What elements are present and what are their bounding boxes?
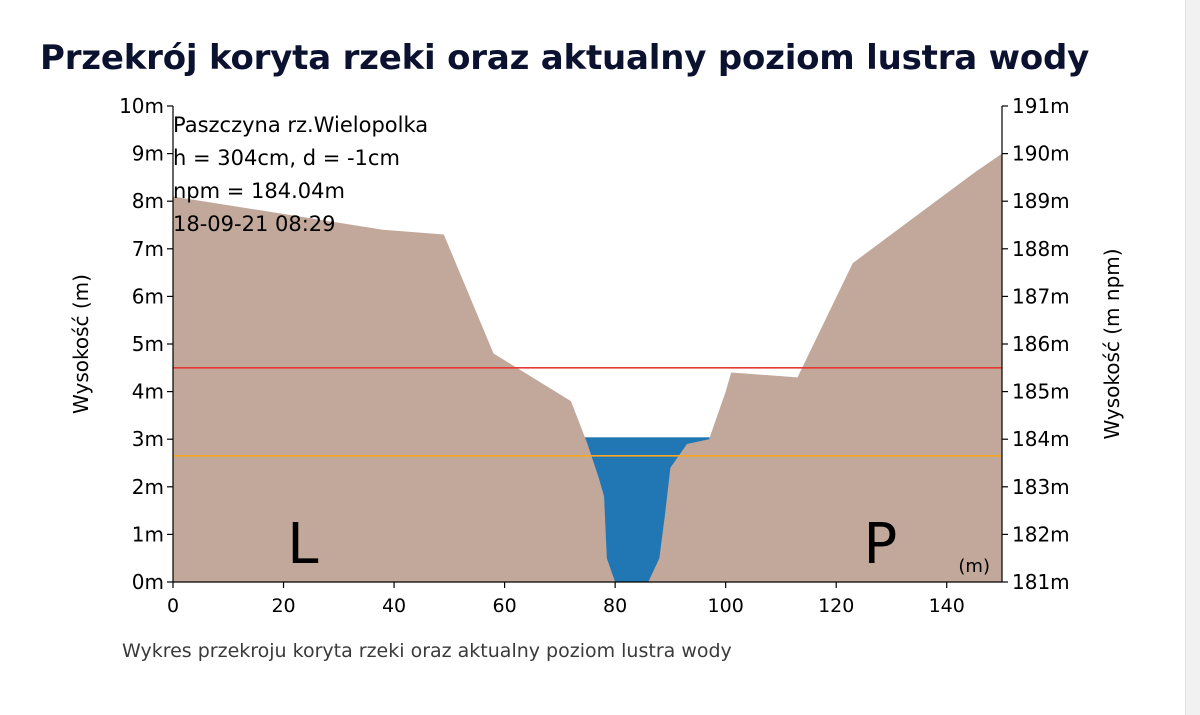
vertical-scrollbar[interactable]	[1185, 0, 1200, 715]
y-right-tick-label: 184m	[1012, 427, 1070, 451]
y-left-tick-label: 5m	[132, 332, 164, 356]
right-bank-label: P	[864, 512, 898, 577]
x-tick-label: 140	[929, 595, 965, 617]
y-right-tick-label: 186m	[1012, 332, 1070, 356]
x-tick-label: 20	[271, 595, 295, 617]
y-left-tick-label: 10m	[119, 94, 164, 118]
y-left-tick-label: 4m	[132, 380, 164, 404]
y-left-tick-label: 2m	[132, 475, 164, 499]
river-cross-section-chart: 0m 1m 2m 3m 4m 5m 6m 7m 8m 9m 10m 181m 182m 183m 184m 1…	[69, 94, 1124, 617]
info-datetime: 18-09-21 08:29	[173, 212, 336, 236]
y-left-tick-label: 9m	[132, 142, 164, 166]
x-tick-label: 0	[167, 595, 179, 617]
y-left-tick-label: 8m	[132, 189, 164, 213]
x-tick-label: 120	[818, 595, 854, 617]
y-right-tick-label: 181m	[1012, 570, 1070, 594]
y-right-tick-label: 189m	[1012, 189, 1070, 213]
y-left-tick-label: 6m	[132, 284, 164, 308]
x-tick-label: 40	[382, 595, 406, 617]
x-tick-label: 100	[708, 595, 744, 617]
y-right-tick-label: 188m	[1012, 237, 1070, 261]
info-level-line: h = 304cm, d = -1cm	[173, 146, 400, 170]
info-npm-line: npm = 184.04m	[173, 179, 345, 203]
y-left-tick-label: 3m	[132, 427, 164, 451]
left-bank-label: L	[287, 512, 318, 577]
x-tick-label: 80	[603, 595, 627, 617]
y-left-tick-label: 7m	[132, 237, 164, 261]
y-right-tick-label: 187m	[1012, 284, 1070, 308]
y-right-tick-label: 183m	[1012, 475, 1070, 499]
riverbed-profile	[173, 153, 1002, 582]
info-station: Paszczyna rz.Wielopolka	[173, 113, 428, 137]
page-title: Przekrój koryta rzeki oraz aktualny pozi…	[40, 38, 1090, 78]
y-left-tick-label: 0m	[132, 570, 164, 594]
y-axis-right-title: Wysokość (m npm)	[1100, 248, 1124, 439]
y-right-tick-label: 185m	[1012, 380, 1070, 404]
x-unit-label: (m)	[958, 556, 990, 577]
y-right-tick-label: 191m	[1012, 94, 1070, 118]
y-right-tick-label: 190m	[1012, 142, 1070, 166]
y-axis-left-title: Wysokość (m)	[69, 274, 93, 414]
x-tick-label: 60	[493, 595, 517, 617]
y-left-tick-label: 1m	[132, 522, 164, 546]
chart-caption: Wykres przekroju koryta rzeki oraz aktua…	[122, 640, 732, 662]
y-right-tick-label: 182m	[1012, 522, 1070, 546]
